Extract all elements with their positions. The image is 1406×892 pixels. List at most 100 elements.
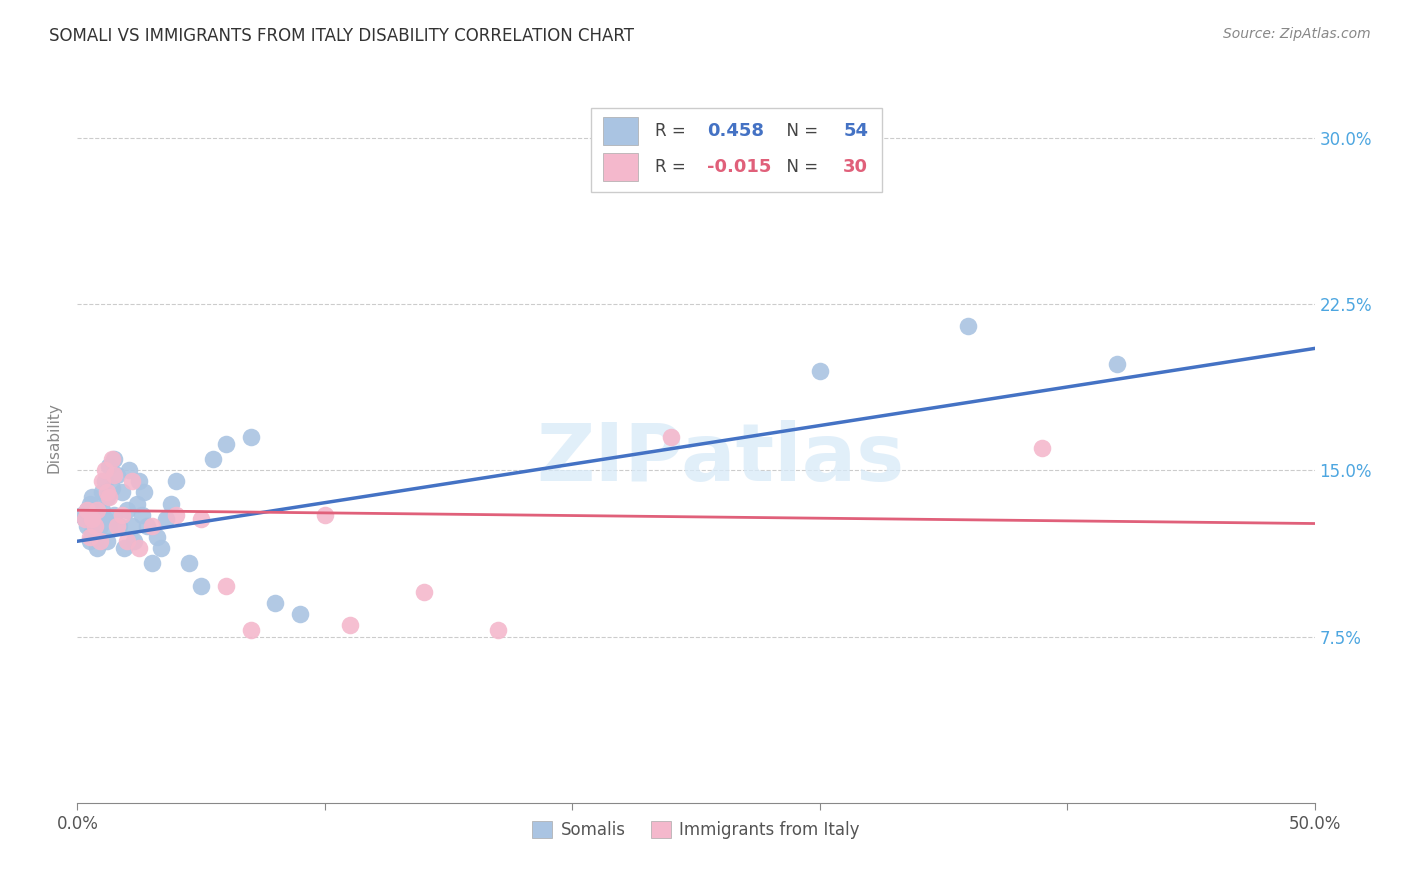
Point: [486, 623, 509, 637]
Point: [135, 518, 157, 533]
Legend: Somalis, Immigrants from Italy: Somalis, Immigrants from Italy: [526, 814, 866, 846]
Point: [121, 518, 143, 533]
Point: [412, 585, 434, 599]
Point: [215, 578, 238, 592]
Point: [83, 518, 105, 533]
Point: [76, 518, 98, 533]
Point: [79, 497, 101, 511]
Point: [134, 485, 156, 500]
Point: [288, 607, 311, 622]
Point: [190, 578, 212, 592]
Text: 0.458: 0.458: [707, 121, 763, 140]
Text: ZIPatlas: ZIPatlas: [537, 420, 905, 498]
Point: [79, 534, 101, 549]
Point: [76, 503, 98, 517]
Point: [264, 596, 287, 610]
Point: [103, 508, 125, 522]
Point: [103, 452, 125, 467]
Point: [165, 475, 187, 489]
Text: -0.015: -0.015: [707, 158, 772, 177]
Point: [82, 490, 104, 504]
Point: [91, 485, 114, 500]
Point: [86, 541, 108, 555]
Point: [115, 503, 138, 517]
Point: [122, 534, 145, 549]
Text: 30: 30: [844, 158, 869, 177]
Point: [808, 363, 831, 377]
Point: [83, 518, 105, 533]
Point: [141, 518, 163, 533]
Point: [131, 508, 153, 522]
Point: [115, 534, 138, 549]
Point: [128, 475, 150, 489]
Point: [111, 508, 134, 522]
Point: [73, 512, 96, 526]
Text: N =: N =: [776, 121, 824, 140]
Point: [86, 503, 108, 517]
Point: [105, 467, 128, 482]
Point: [101, 481, 124, 495]
FancyBboxPatch shape: [591, 108, 882, 192]
Point: [141, 557, 163, 571]
Point: [96, 485, 118, 500]
Point: [101, 452, 124, 467]
Point: [91, 475, 114, 489]
Point: [82, 525, 104, 540]
Point: [79, 530, 101, 544]
Point: [86, 508, 108, 522]
Point: [1031, 441, 1053, 455]
Text: SOMALI VS IMMIGRANTS FROM ITALY DISABILITY CORRELATION CHART: SOMALI VS IMMIGRANTS FROM ITALY DISABILI…: [49, 27, 634, 45]
Point: [89, 534, 111, 549]
Point: [93, 463, 115, 477]
Point: [72, 508, 94, 522]
FancyBboxPatch shape: [603, 117, 638, 145]
Point: [314, 508, 336, 522]
Text: R =: R =: [655, 158, 692, 177]
Point: [1105, 357, 1128, 371]
Point: [91, 503, 114, 517]
Point: [202, 452, 225, 467]
Point: [160, 497, 183, 511]
Text: R =: R =: [655, 121, 692, 140]
Point: [145, 530, 167, 544]
Point: [93, 475, 115, 489]
Point: [93, 512, 115, 526]
Point: [76, 503, 98, 517]
Point: [165, 508, 187, 522]
Point: [155, 512, 177, 526]
Point: [177, 557, 200, 571]
Text: N =: N =: [776, 158, 824, 177]
Point: [98, 518, 121, 533]
Text: Source: ZipAtlas.com: Source: ZipAtlas.com: [1223, 27, 1371, 41]
Point: [121, 475, 143, 489]
Point: [659, 430, 682, 444]
Point: [808, 142, 831, 156]
Point: [125, 497, 148, 511]
Point: [108, 518, 131, 533]
Point: [103, 467, 125, 482]
Point: [215, 436, 238, 450]
Point: [96, 490, 118, 504]
Point: [239, 623, 262, 637]
Point: [96, 534, 118, 549]
Point: [89, 512, 111, 526]
Point: [98, 458, 121, 473]
Point: [239, 430, 262, 444]
Text: 54: 54: [844, 121, 869, 140]
FancyBboxPatch shape: [603, 153, 638, 181]
Point: [112, 541, 135, 555]
Y-axis label: Disability: Disability: [46, 401, 62, 473]
Point: [118, 463, 141, 477]
Point: [105, 518, 128, 533]
Point: [339, 618, 361, 632]
Point: [98, 490, 121, 504]
Point: [82, 512, 104, 526]
Point: [128, 541, 150, 555]
Point: [111, 485, 134, 500]
Point: [83, 530, 105, 544]
Point: [150, 541, 173, 555]
Point: [89, 518, 111, 533]
Point: [73, 512, 96, 526]
Point: [957, 319, 980, 334]
Point: [190, 512, 212, 526]
